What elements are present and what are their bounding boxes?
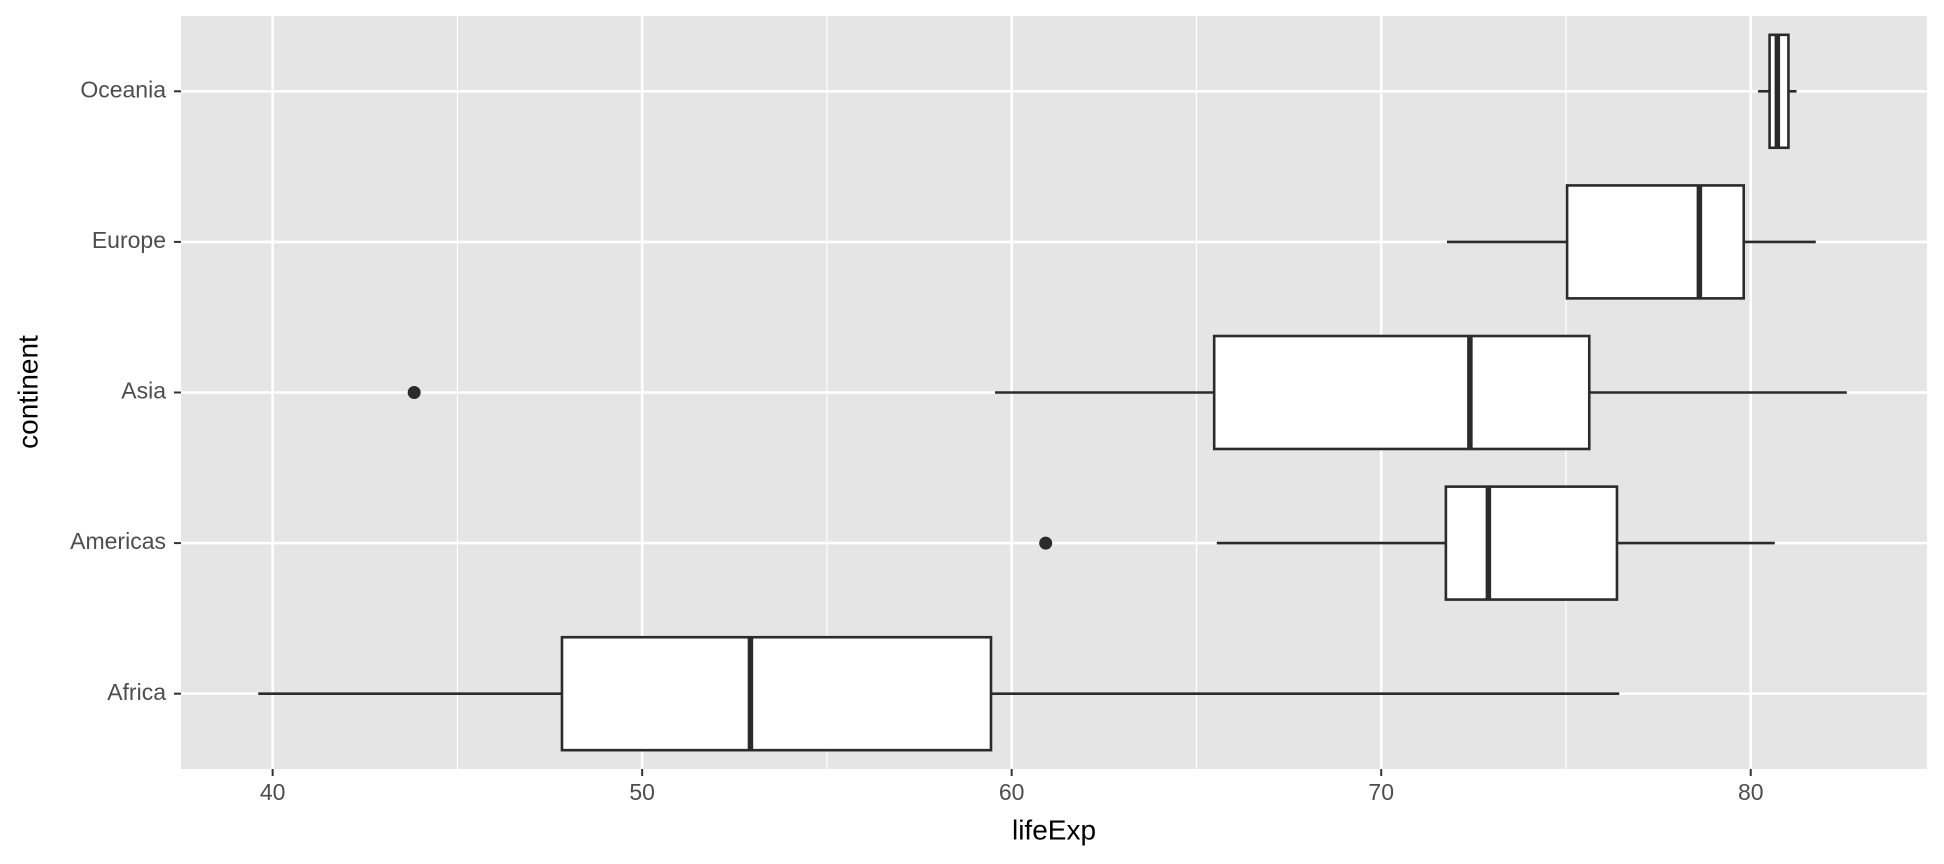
y-tick-label: Asia <box>121 378 166 404</box>
x-tick-label: 70 <box>1368 779 1394 805</box>
outlier <box>407 386 421 399</box>
x-tick-label: 40 <box>260 779 286 805</box>
y-axis-title: continent <box>12 335 43 449</box>
y-tick-label: Oceania <box>80 76 166 102</box>
x-axis-title: lifeExp <box>1012 814 1096 845</box>
box <box>1565 184 1746 300</box>
box <box>1212 334 1591 451</box>
box <box>560 635 993 752</box>
x-tick-label: 50 <box>629 779 655 805</box>
box <box>1444 485 1619 601</box>
y-tick-label: Africa <box>107 679 166 705</box>
x-tick-label: 80 <box>1738 779 1764 805</box>
x-tick-label: 60 <box>999 779 1025 805</box>
outlier <box>1039 536 1053 550</box>
y-tick-label: Americas <box>70 528 166 554</box>
y-tick-label: Europe <box>92 227 166 253</box>
